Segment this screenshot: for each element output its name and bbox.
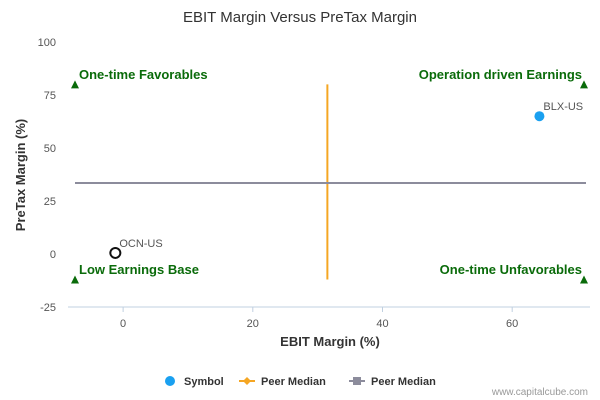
y-axis-label: PreTax Margin (%) <box>13 119 28 231</box>
y-tick-label: 100 <box>38 37 56 49</box>
legend-label: Peer Median <box>261 376 326 388</box>
y-tick-label: 0 <box>50 249 56 261</box>
quadrant-label-bottom-left: Low Earnings Base <box>79 262 199 277</box>
quadrant-label-top-right: Operation driven Earnings <box>419 67 582 82</box>
quadrant-label-top-left: One-time Favorables <box>79 67 208 82</box>
data-label-blx-us: BLX-US <box>543 101 583 113</box>
chart-title: EBIT Margin Versus PreTax Margin <box>183 9 417 26</box>
legend-marker-peer-median-x <box>243 377 251 385</box>
y-tick-label: 25 <box>44 196 56 208</box>
legend: Symbol Peer Median Peer Median <box>165 376 436 388</box>
quadrant-marker-top-right <box>580 80 588 89</box>
legend-label: Peer Median <box>371 376 436 388</box>
data-point-ocn-us <box>109 246 122 259</box>
x-tick-label: 0 <box>120 318 126 330</box>
legend-marker-symbol <box>165 376 175 386</box>
legend-marker-peer-median-y <box>353 377 361 385</box>
x-tick-label: 40 <box>376 318 388 330</box>
data-label-ocn-us: OCN-US <box>119 238 162 250</box>
quadrant-marker-bottom-right <box>580 275 588 284</box>
credit-text: www.capitalcube.com <box>491 387 588 398</box>
x-axis-label: EBIT Margin (%) <box>280 334 380 349</box>
x-tick-label: 60 <box>506 318 518 330</box>
y-tick-label: 50 <box>44 143 56 155</box>
data-point-blx-us <box>534 111 545 122</box>
quadrant-marker-top-left <box>71 80 79 89</box>
legend-label: Symbol <box>184 376 224 388</box>
y-tick-label: 75 <box>44 90 56 102</box>
y-tick-label: -25 <box>40 302 56 314</box>
x-tick-label: 20 <box>247 318 259 330</box>
quadrant-label-bottom-right: One-time Unfavorables <box>440 262 582 277</box>
plot-area: 0 20 40 60 100 75 50 25 0 -25 One-time Favorables O… <box>38 37 590 330</box>
quadrant-marker-bottom-left <box>71 275 79 284</box>
